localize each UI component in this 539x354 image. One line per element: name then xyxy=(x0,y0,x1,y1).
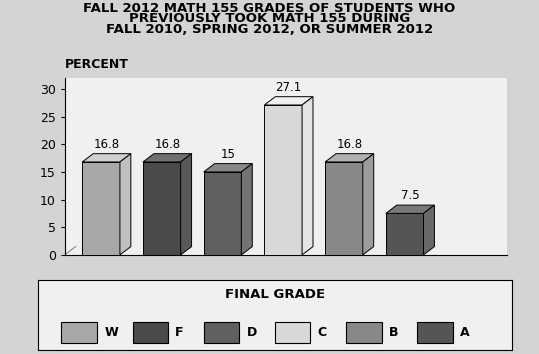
Polygon shape xyxy=(363,154,374,255)
Polygon shape xyxy=(82,162,120,255)
Text: B: B xyxy=(389,326,398,339)
Polygon shape xyxy=(241,164,252,255)
FancyBboxPatch shape xyxy=(417,322,453,343)
Polygon shape xyxy=(386,205,434,213)
Text: FINAL GRADE: FINAL GRADE xyxy=(225,288,325,301)
Polygon shape xyxy=(120,154,131,255)
Polygon shape xyxy=(302,97,313,255)
FancyBboxPatch shape xyxy=(204,322,239,343)
FancyBboxPatch shape xyxy=(346,322,382,343)
FancyBboxPatch shape xyxy=(61,322,97,343)
Text: 16.8: 16.8 xyxy=(93,138,120,151)
Polygon shape xyxy=(181,154,191,255)
Polygon shape xyxy=(143,154,191,162)
Polygon shape xyxy=(82,154,131,162)
Text: 16.8: 16.8 xyxy=(154,138,181,151)
Polygon shape xyxy=(265,97,313,105)
Polygon shape xyxy=(265,105,302,255)
Text: 7.5: 7.5 xyxy=(401,189,419,202)
Text: FALL 2010, SPRING 2012, OR SUMMER 2012: FALL 2010, SPRING 2012, OR SUMMER 2012 xyxy=(106,23,433,36)
Text: 27.1: 27.1 xyxy=(275,81,302,94)
Text: A: A xyxy=(460,326,469,339)
Text: F: F xyxy=(175,326,184,339)
Text: 15: 15 xyxy=(220,148,236,161)
Text: PREVIOUSLY TOOK MATH 155 DURING: PREVIOUSLY TOOK MATH 155 DURING xyxy=(129,12,410,25)
Text: C: C xyxy=(317,326,327,339)
Text: 16.8: 16.8 xyxy=(336,138,363,151)
Text: W: W xyxy=(104,326,118,339)
FancyBboxPatch shape xyxy=(133,322,168,343)
Polygon shape xyxy=(204,164,252,172)
FancyBboxPatch shape xyxy=(275,322,310,343)
Polygon shape xyxy=(386,213,424,255)
Polygon shape xyxy=(204,172,241,255)
Polygon shape xyxy=(143,162,181,255)
Text: D: D xyxy=(246,326,257,339)
Polygon shape xyxy=(424,205,434,255)
Text: PERCENT: PERCENT xyxy=(65,58,129,71)
Polygon shape xyxy=(325,154,374,162)
Text: FALL 2012 MATH 155 GRADES OF STUDENTS WHO: FALL 2012 MATH 155 GRADES OF STUDENTS WH… xyxy=(84,2,455,15)
Polygon shape xyxy=(325,162,363,255)
